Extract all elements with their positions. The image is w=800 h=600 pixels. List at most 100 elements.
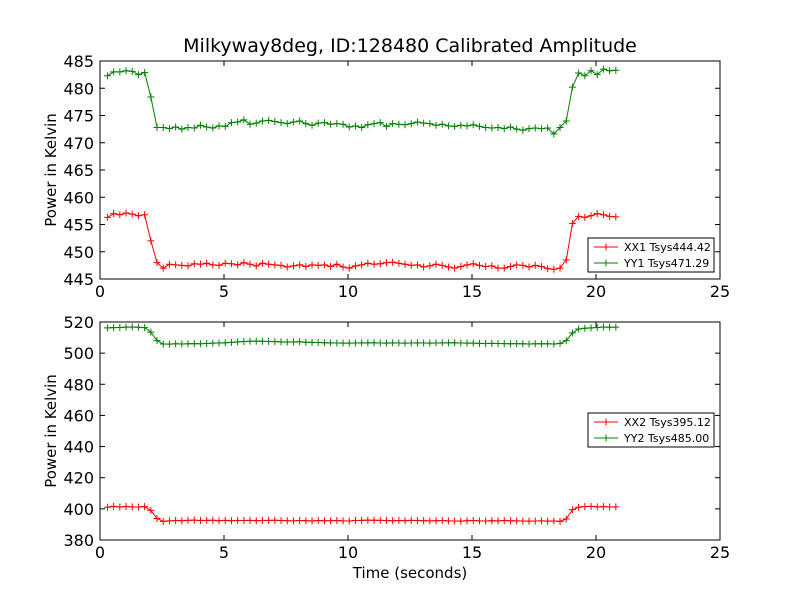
top-data-point <box>587 212 595 220</box>
top-data-point <box>513 261 521 269</box>
top-subplot: 0 5 10 15 20 25 445 450 455 460 465 470 475 480 485 XX1… <box>42 52 730 301</box>
bottom-data-point <box>283 338 291 346</box>
top-data-point <box>327 262 335 270</box>
bottom-data-point <box>116 503 124 511</box>
bottom-data-point <box>475 517 483 525</box>
top-data-point <box>556 123 564 131</box>
bottom-data-point <box>556 517 564 525</box>
bottom-data-point <box>444 517 452 525</box>
top-data-point <box>506 123 514 131</box>
bottom-data-point <box>482 517 490 525</box>
top-data-point <box>252 262 260 270</box>
bottom-data-point <box>488 517 496 525</box>
top-data-point <box>581 72 589 80</box>
bottom-data-point <box>506 517 514 525</box>
bottom-data-point <box>438 517 446 525</box>
bottom-data-point <box>327 339 335 347</box>
top-data-point <box>463 122 471 130</box>
bottom-data-point <box>277 517 285 525</box>
top-data-point <box>246 260 254 268</box>
bottom-data-point <box>234 517 242 525</box>
bottom-data-point <box>234 338 242 346</box>
bottom-data-point <box>258 517 266 525</box>
top-data-point <box>240 259 248 267</box>
bottom-data-point <box>562 337 570 345</box>
top-y-tick-label: 480 <box>63 79 94 98</box>
bottom-x-tick-label: 5 <box>219 543 229 562</box>
top-data-point <box>209 261 217 269</box>
top-data-point <box>271 261 279 269</box>
top-data-point <box>395 259 403 267</box>
bottom-data-point <box>500 340 508 348</box>
top-data-point <box>122 209 130 217</box>
top-data-point <box>320 261 328 269</box>
top-x-tick-label: 25 <box>710 282 730 301</box>
top-data-point <box>364 259 372 267</box>
bottom-x-tick-label: 20 <box>586 543 606 562</box>
bottom-data-point <box>351 517 359 525</box>
top-data-point <box>178 261 186 269</box>
bottom-data-point <box>320 517 328 525</box>
top-data-point <box>103 213 111 221</box>
bottom-data-point <box>376 516 384 524</box>
top-data-point <box>196 260 204 268</box>
bottom-data-point <box>407 516 415 524</box>
top-data-point <box>153 123 161 131</box>
bottom-data-point <box>525 340 533 348</box>
top-data-point <box>364 121 372 129</box>
top-x-tick-label: 0 <box>95 282 105 301</box>
bottom-data-point <box>593 323 601 331</box>
bottom-data-point <box>575 325 583 333</box>
top-data-point <box>215 122 223 130</box>
top-data-point <box>612 213 620 221</box>
top-data-point <box>500 264 508 272</box>
top-data-point <box>376 260 384 268</box>
bottom-data-point <box>513 517 521 525</box>
top-data-point <box>525 125 533 133</box>
bottom-data-point <box>488 339 496 347</box>
bottom-data-point <box>525 517 533 525</box>
bottom-data-point <box>227 517 235 525</box>
bottom-data-point <box>432 339 440 347</box>
bottom-data-point <box>364 339 372 347</box>
bottom-data-point <box>240 337 248 345</box>
top-data-point <box>407 261 415 269</box>
top-data-point <box>190 124 198 132</box>
top-data-point <box>172 261 180 269</box>
top-data-point <box>302 262 310 270</box>
top-data-point <box>389 258 397 266</box>
top-series-line-1 <box>107 212 616 270</box>
bottom-data-point <box>531 340 539 348</box>
top-data-point <box>116 68 124 76</box>
top-data-point <box>184 123 192 131</box>
top-legend <box>587 237 715 273</box>
bottom-y-tick-label: 520 <box>63 313 94 332</box>
top-legend-marker <box>602 243 610 251</box>
bottom-data-point <box>265 516 273 524</box>
bottom-data-point <box>376 339 384 347</box>
top-data-point <box>339 263 347 271</box>
top-data-point <box>165 260 173 268</box>
top-data-point <box>438 120 446 128</box>
top-data-point <box>370 120 378 128</box>
top-data-point <box>134 212 142 220</box>
bottom-data-point <box>550 340 558 348</box>
bottom-y-tick-label: 420 <box>63 469 94 488</box>
bottom-y-tick-label: 460 <box>63 406 94 425</box>
bottom-data-point <box>110 324 118 332</box>
top-data-point <box>246 120 254 128</box>
bottom-data-point <box>308 338 316 346</box>
bottom-data-point <box>568 329 576 337</box>
top-data-point <box>302 120 310 128</box>
top-data-point <box>426 120 434 128</box>
bottom-data-point <box>451 517 459 525</box>
top-data-point <box>389 120 397 128</box>
top-data-point <box>544 124 552 132</box>
bottom-data-point <box>599 503 607 511</box>
top-data-point <box>265 260 273 268</box>
bottom-data-point <box>519 517 527 525</box>
top-data-point <box>178 125 186 133</box>
top-data-point <box>333 260 341 268</box>
bottom-data-point <box>165 340 173 348</box>
